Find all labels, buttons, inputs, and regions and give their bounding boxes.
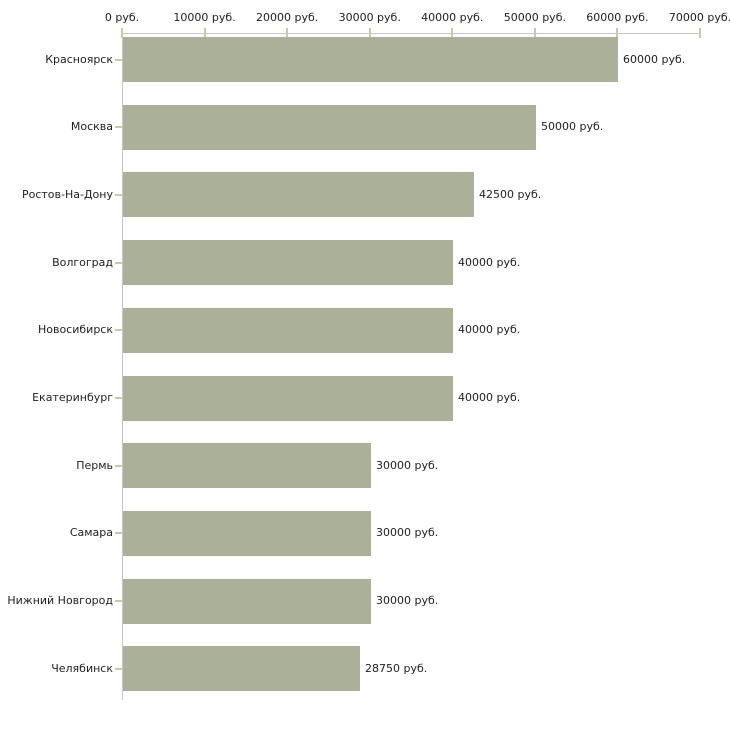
x-axis-line xyxy=(122,33,700,34)
category-label: Екатеринбург xyxy=(32,391,113,404)
x-axis-tick-label: 50000 руб. xyxy=(503,11,566,24)
x-axis-tick-mark xyxy=(286,28,289,38)
bar xyxy=(123,240,453,286)
category-label: Красноярск xyxy=(45,52,113,66)
x-axis-tick-label: 20000 руб. xyxy=(256,11,319,24)
x-axis-tick-mark xyxy=(616,28,619,38)
category-label: Челябинск xyxy=(51,661,113,675)
x-axis-tick-label: 40000 руб. xyxy=(421,11,484,24)
y-axis-tick-mark xyxy=(115,329,122,332)
category-label: Пермь xyxy=(76,458,113,472)
y-axis-tick-mark xyxy=(115,600,122,603)
y-axis-tick-mark xyxy=(115,532,122,535)
x-axis-tick-mark xyxy=(368,28,371,38)
x-axis-tick-mark xyxy=(533,28,536,38)
bar xyxy=(123,307,453,353)
x-axis-tick-mark xyxy=(203,28,206,38)
bar xyxy=(123,646,360,692)
y-axis-tick-mark xyxy=(115,193,122,196)
category-label: Самара xyxy=(69,526,113,540)
y-axis-line xyxy=(122,33,123,700)
x-axis-tick-label: 60000 руб. xyxy=(586,11,649,24)
y-axis-tick-mark xyxy=(115,397,122,399)
category-label: Ростов-На-Дону xyxy=(21,187,113,201)
x-axis-tick-mark xyxy=(699,28,701,38)
value-label: 28750 руб. xyxy=(365,661,428,675)
bar xyxy=(123,510,371,556)
y-axis-tick-mark xyxy=(115,261,122,264)
bar xyxy=(123,104,536,150)
value-label: 30000 руб. xyxy=(376,594,439,608)
value-label: 40000 руб. xyxy=(458,255,521,269)
bar xyxy=(123,375,453,421)
y-axis-tick-mark xyxy=(115,667,122,670)
category-label: Москва xyxy=(70,120,113,134)
value-label: 42500 руб. xyxy=(479,187,542,201)
x-axis-tick-mark xyxy=(121,28,123,38)
value-label: 30000 руб. xyxy=(376,526,439,540)
y-axis-tick-mark xyxy=(115,58,122,61)
y-axis-tick-mark xyxy=(115,126,122,129)
x-axis-tick-label: 10000 руб. xyxy=(173,11,236,24)
value-label: 60000 руб. xyxy=(623,52,686,66)
value-label: 40000 руб. xyxy=(458,323,521,337)
x-axis-tick-label: 30000 руб. xyxy=(338,11,401,24)
bar xyxy=(123,578,371,624)
value-label: 40000 руб. xyxy=(458,391,521,404)
x-axis-tick-mark xyxy=(451,28,454,38)
category-label: Нижний Новгород xyxy=(7,594,113,608)
bar xyxy=(123,443,371,489)
x-axis-tick-label: 0 руб. xyxy=(104,11,140,24)
bar xyxy=(123,37,618,82)
value-label: 50000 руб. xyxy=(541,120,604,134)
bar xyxy=(123,172,474,218)
category-label: Новосибирск xyxy=(37,323,113,337)
y-axis-tick-mark xyxy=(115,464,122,467)
value-label: 30000 руб. xyxy=(376,458,439,472)
category-label: Волгоград xyxy=(52,255,113,269)
x-axis-tick-label: 70000 руб. xyxy=(668,11,730,24)
